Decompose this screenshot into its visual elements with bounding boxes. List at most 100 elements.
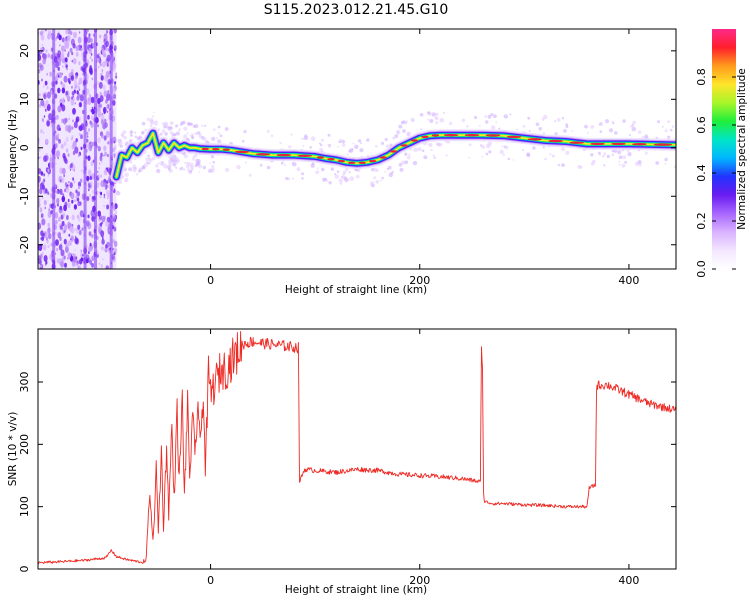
noise-speckle [105,30,109,34]
halo-speckle [392,136,396,140]
noise-speckle [105,186,108,190]
noise-speckle [69,163,73,169]
halo-speckle [225,167,230,172]
noise-speckle [87,114,90,120]
noise-speckle [55,239,59,246]
noise-speckle [63,238,67,245]
ridge-core [431,134,440,137]
halo-speckle [394,134,399,139]
noise-speckle [43,255,48,262]
noise-speckle [65,148,69,153]
halo-speckle [174,134,177,136]
halo-speckle [499,149,504,155]
noise-speckle [76,202,79,206]
noise-speckle [67,198,70,203]
noise-speckle [80,252,84,258]
noise-speckle [105,70,110,78]
spectrogram-y-tick-label: 10 [18,92,31,106]
noise-speckle [113,29,117,34]
snr-ticks: 0 200 400 0 100 200 300 [18,329,676,587]
halo-speckle [671,125,675,128]
halo-speckle [541,118,545,121]
noise-speckle [62,212,66,217]
noise-speckle [78,61,81,66]
halo-speckle [504,145,509,150]
noise-speckle [106,204,109,210]
noise-speckle [100,180,105,188]
halo-speckle [664,157,668,162]
noise-speckle [65,243,69,249]
noise-speckle [104,151,107,157]
halo-speckle [617,150,622,155]
halo-speckle [164,132,168,136]
noise-speckle [91,215,95,222]
halo-speckle [144,128,148,132]
noise-speckle [59,44,61,47]
halo-speckle [259,163,263,167]
halo-speckle [279,141,282,145]
noise-speckle [91,59,93,62]
halo-speckle [468,156,471,159]
halo-speckle [341,175,344,179]
noise-speckle [99,191,101,194]
ridge-core [569,141,584,144]
noise-speckle [38,103,42,108]
halo-speckle [387,165,392,170]
noise-speckle [75,46,78,49]
noise-speckle [65,91,68,96]
noise-speckle [40,31,43,36]
noise-speckle [50,242,53,247]
halo-speckle [398,124,403,129]
halo-speckle [175,166,178,169]
noise-speckle [103,193,106,197]
halo-speckle [590,153,594,157]
halo-speckle [522,125,526,128]
noise-speckle [87,97,90,101]
noise-streak [109,29,113,269]
halo-speckle [391,170,394,174]
halo-speckle [375,180,380,184]
halo-speckle [348,171,351,174]
noise-speckle [86,131,89,135]
halo-speckle [631,124,634,127]
noise-speckle [92,189,95,195]
halo-speckle [321,138,324,142]
noise-speckle [98,65,100,69]
noise-speckle [46,103,51,112]
halo-speckle [327,144,330,146]
noise-speckle [90,52,93,56]
halo-speckle [194,131,198,136]
halo-speckle [413,147,418,153]
halo-speckle [197,131,201,135]
noise-speckle [46,72,48,76]
ridge-core [443,134,459,137]
halo-speckle [191,136,195,140]
halo-speckle [565,123,569,127]
halo-speckle [606,154,610,159]
halo-speckle [171,122,174,125]
noise-speckle [114,48,116,51]
halo-speckle [423,155,428,160]
halo-speckle [124,179,127,183]
noise-speckle [44,80,48,86]
colorbar-tick-label: 0.0 [695,260,708,278]
noise-speckle [40,99,45,107]
noise-speckle [60,81,63,85]
colorbar-tick-label: 0.6 [695,116,708,134]
noise-speckle [39,155,42,159]
halo-speckle [248,174,252,177]
halo-speckle [138,135,143,140]
noise-speckle [105,47,108,52]
ridge-core [369,159,377,163]
noise-speckle [64,188,67,193]
noise-speckle [112,87,116,95]
halo-speckle [490,113,494,116]
halo-speckle [501,145,504,148]
halo-speckle [468,143,472,147]
noise-speckle [39,207,43,213]
noise-speckle [100,152,103,157]
halo-speckle [191,133,194,136]
snr-y-axis-label: SNR (10 * v/v) [7,412,19,487]
noise-speckle [56,202,60,207]
noise-speckle [71,137,73,141]
